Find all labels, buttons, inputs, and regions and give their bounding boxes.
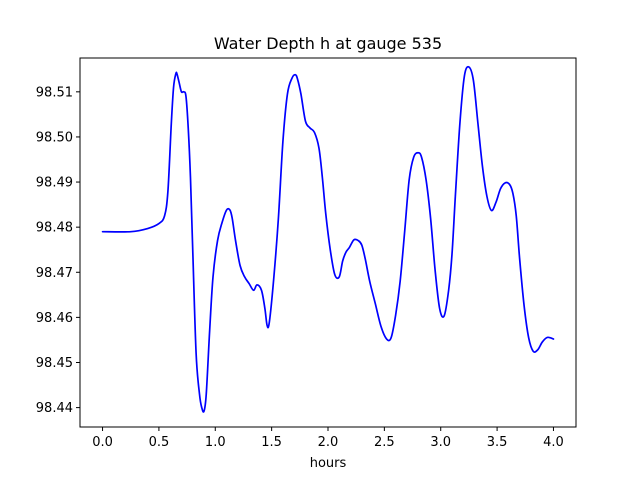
- y-tick-label: 98.50: [36, 130, 73, 145]
- x-axis-label: hours: [310, 456, 347, 471]
- x-tick-label: 0.5: [149, 435, 170, 450]
- chart-title: Water Depth h at gauge 535: [214, 34, 442, 53]
- plot-area: [79, 57, 577, 428]
- x-tick-label: 3.5: [487, 435, 508, 450]
- y-tick-label: 98.51: [36, 85, 73, 100]
- y-tick-label: 98.47: [36, 266, 73, 281]
- y-tick-label: 98.49: [36, 176, 73, 191]
- series-line-0: [101, 65, 555, 413]
- y-tick-label: 98.46: [36, 311, 73, 326]
- x-tick-label: 0.0: [92, 435, 113, 450]
- y-tick-label: 98.45: [36, 356, 73, 371]
- x-axis: 0.0 0.5 1.0 1.5 2.0 2.5 3.0 3.5 4.0: [92, 427, 564, 450]
- y-tick-label: 98.44: [36, 401, 73, 416]
- y-tick-label: 98.48: [36, 221, 73, 236]
- y-axis: 98.44 98.45 98.46 98.47 98.48 98.49 98.50 98.51: [36, 85, 80, 416]
- plot-background: [80, 58, 576, 427]
- x-tick-label: 3.0: [430, 435, 451, 450]
- x-tick-label: 2.5: [374, 435, 395, 450]
- x-tick-label: 4.0: [543, 435, 564, 450]
- x-tick-label: 1.5: [261, 435, 282, 450]
- series-layer: [101, 65, 555, 413]
- x-tick-label: 2.0: [318, 435, 339, 450]
- x-tick-label: 1.0: [205, 435, 226, 450]
